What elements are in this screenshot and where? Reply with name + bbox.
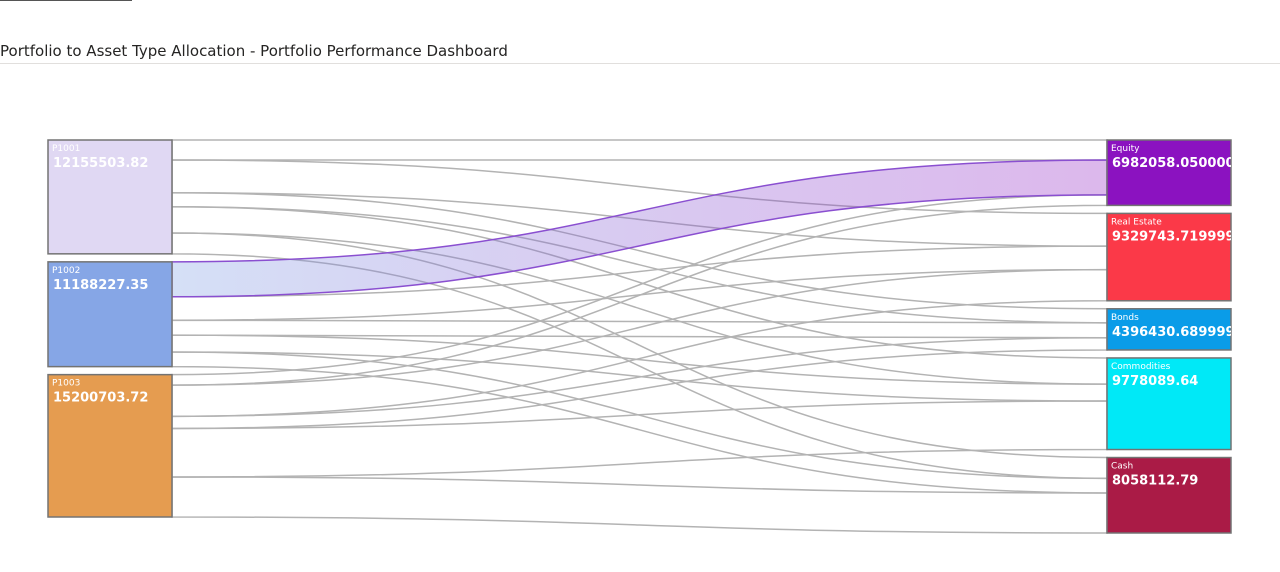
sankey-link: [171, 139, 1108, 161]
node-name: Commodities: [1111, 362, 1171, 372]
node-value: 8058112.79: [1112, 474, 1198, 489]
node-name: P1001: [52, 144, 80, 154]
node-value: 9329743.71999999: [1112, 229, 1253, 244]
node-name: Cash: [1111, 462, 1133, 472]
node-label-group: Equity 6982058.05000000: [1111, 144, 1253, 171]
sankey-node: [1106, 456, 1232, 534]
node-value: 4396430.68999999: [1112, 325, 1253, 340]
node-value: 11188227.35: [53, 278, 148, 293]
node-label-group: Cash 8058112.79: [1111, 462, 1198, 489]
chart-title: Portfolio to Asset Type Allocation - Por…: [0, 42, 508, 60]
node-value: 15200703.72: [53, 391, 148, 406]
node-name: Bonds: [1111, 313, 1139, 323]
node-value: 12155503.82: [53, 156, 148, 171]
sankey-node: [1106, 139, 1232, 207]
nodes: P1001 12155503.82 P1002 11188227.35 P1003 152…: [47, 139, 1253, 534]
sankey-node: [1106, 357, 1232, 451]
sankey-node: [47, 139, 173, 255]
node-label-group: P1003 15200703.72: [52, 379, 148, 406]
title-rule: [0, 63, 1280, 64]
node-name: Real Estate: [1111, 217, 1162, 227]
sankey-link: [171, 476, 1108, 534]
sankey-link: [171, 159, 1108, 298]
node-value: 9778089.64: [1112, 374, 1198, 389]
sankey-node: [1106, 308, 1232, 351]
node-value: 6982058.05000000: [1112, 156, 1253, 171]
node-label-group: P1001 12155503.82: [52, 144, 148, 171]
sankey-node: [47, 373, 173, 518]
sankey-node: [1106, 212, 1232, 302]
node-label-group: Real Estate 9329743.71999999: [1111, 217, 1253, 244]
node-name: P1003: [52, 379, 80, 389]
node-name: Equity: [1111, 144, 1140, 154]
sankey-node: [47, 261, 173, 368]
node-label-group: Commodities 9778089.64: [1111, 362, 1198, 389]
node-label-group: P1002 11188227.35: [52, 266, 148, 293]
sankey-link: [171, 319, 1108, 339]
node-name: P1002: [52, 266, 80, 276]
node-label-group: Bonds 4396430.68999999: [1111, 313, 1253, 340]
sankey-link: [171, 351, 1108, 494]
tab-underline: [0, 0, 132, 1]
